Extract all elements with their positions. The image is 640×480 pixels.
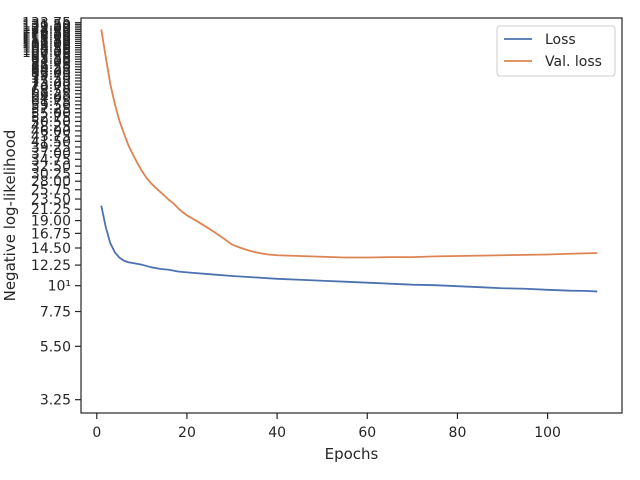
y-tick-label: 57.25	[31, 102, 71, 118]
y-tick-label: 7.75	[40, 305, 71, 321]
y-tick-label: 93.25	[31, 52, 71, 68]
y-tick-label: 37.00	[31, 146, 71, 162]
y-tick-label: 70.75	[31, 80, 71, 96]
y-tick-label: 50.50	[31, 114, 71, 130]
y-tick-label: 30.25	[31, 166, 71, 182]
legend: Loss Val. loss	[496, 25, 616, 77]
y-tick-label: 52.75	[31, 110, 71, 126]
series-line-val-loss	[100, 29, 598, 259]
y-tick-label: 120.25	[22, 26, 71, 42]
y-tick-label: 3.25	[40, 393, 71, 409]
y-tick-label: 39.25	[31, 140, 71, 156]
x-tick-label: 40	[268, 425, 286, 441]
y-tick-label: 5.50	[40, 339, 71, 355]
y-tick-label: 91.00	[31, 55, 71, 71]
y-tick-label: 46.00	[31, 124, 71, 140]
y-tick-label: 32.50	[31, 159, 71, 175]
y-tick-label: 122.50	[22, 25, 71, 41]
y-tick-label: 68.50	[31, 84, 71, 100]
y-tick-label: 21.25	[31, 202, 71, 218]
y-tick-label: 88.75	[31, 57, 71, 73]
y-tick-label: 48.25	[31, 119, 71, 135]
y-tick-label: 84.25	[31, 63, 71, 79]
y-tick-label: 10¹	[48, 279, 71, 295]
y-tick-label: 113.50	[22, 32, 71, 48]
y-tick-label: 79.75	[31, 68, 71, 84]
y-tick-label: 131.50	[22, 17, 71, 33]
y-tick-label: 16.75	[31, 226, 71, 242]
y-tick-label: 104.50	[22, 41, 71, 57]
y-tick-label: 41.50	[31, 134, 71, 150]
y-tick-label: 100.00	[22, 45, 71, 61]
y-tick-label: 43.75	[31, 129, 71, 145]
y-tick-label: 73.00	[31, 77, 71, 93]
y-axis-ticks: 3.25 5.50 7.75 10¹ 12.2514.5016.7519.0021.25…	[22, 16, 81, 409]
y-tick-label: 19.00	[31, 214, 71, 230]
y-tick-label: 59.50	[31, 98, 71, 114]
x-tick-label: 100	[534, 425, 561, 441]
y-tick-label: 109.00	[22, 36, 71, 52]
y-tick-label: 86.50	[31, 60, 71, 76]
y-tick-label: 95.50	[31, 50, 71, 66]
series-lines	[100, 29, 598, 293]
x-tick-label: 60	[358, 425, 376, 441]
x-tick-label: 20	[178, 425, 196, 441]
x-tick-label: 0	[92, 425, 101, 441]
y-tick-label: 25.75	[31, 183, 71, 199]
y-tick-label: 133.75	[22, 16, 71, 32]
y-tick-label: 23.50	[31, 192, 71, 208]
y-tick-label: 106.75	[22, 39, 71, 55]
y-tick-label: 75.25	[31, 74, 71, 90]
x-tick-label: 80	[449, 425, 467, 441]
legend-label: Val. loss	[545, 54, 602, 70]
y-tick-label: 61.75	[31, 94, 71, 110]
y-tick-label: 66.25	[31, 87, 71, 103]
plot-frame	[80, 17, 623, 414]
y-tick-label: 82.00	[31, 65, 71, 81]
y-tick-label: 118.00	[22, 28, 71, 44]
y-tick-label: 127.00	[22, 21, 71, 37]
y-tick-label: 12.25	[31, 258, 71, 274]
y-tick-label: 129.25	[22, 19, 71, 35]
x-axis-ticks: 0 20 40 60 80 100	[92, 413, 561, 441]
y-tick-label: 97.75	[31, 47, 71, 63]
y-tick-label: 102.25	[22, 43, 71, 59]
legend-label: Loss	[545, 32, 576, 48]
y-tick-label: 55.00	[31, 106, 71, 122]
y-tick-label: 34.75	[31, 152, 71, 168]
y-tick-label: 14.50	[31, 241, 71, 257]
series-line-loss	[100, 205, 598, 293]
y-tick-label: 111.25	[22, 34, 71, 50]
y-tick-label: 115.75	[22, 30, 71, 46]
y-tick-label: 77.50	[31, 71, 71, 87]
y-axis-label: Negative log-likelihood	[1, 130, 19, 302]
x-axis-label: Epochs	[325, 445, 379, 463]
y-tick-label: 64.00	[31, 90, 71, 106]
y-tick-label: 124.75	[22, 23, 71, 39]
y-tick-label: 28.00	[31, 174, 71, 190]
